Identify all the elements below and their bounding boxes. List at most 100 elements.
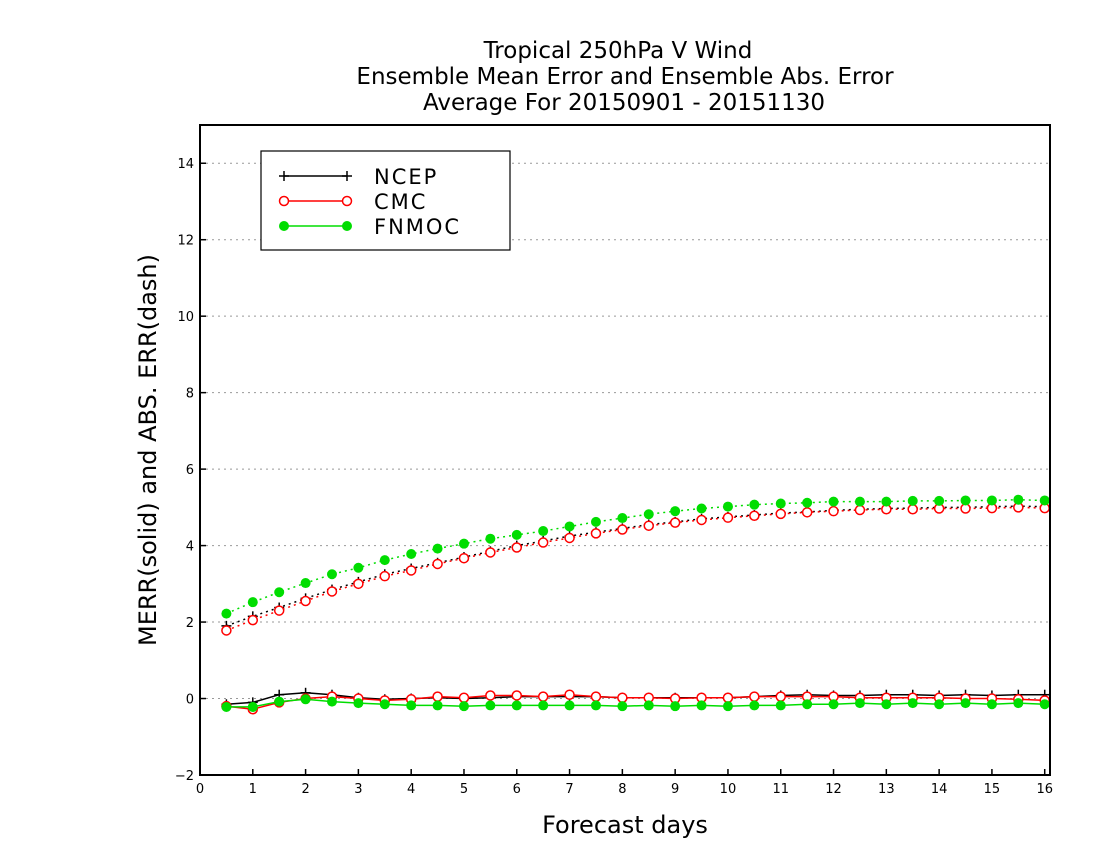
x-tick-label: 12 xyxy=(825,782,842,797)
cmc-abs-err-point xyxy=(247,614,259,626)
cmc-merr-point xyxy=(775,691,786,702)
cmc-abs-err-point xyxy=(590,528,602,539)
y-tick-label: 2 xyxy=(186,616,194,631)
y-axis-label: MERR(solid) and ABS. ERR(dash) xyxy=(134,254,162,646)
fnmoc-abs-err-point xyxy=(960,495,971,506)
legend-marker-cmc xyxy=(341,195,353,207)
cmc-abs-err-point xyxy=(722,512,734,523)
fnmoc-abs-err-point xyxy=(564,521,575,532)
x-tick-label: 11 xyxy=(772,782,789,797)
cmc-abs-err-point xyxy=(617,524,628,535)
cmc-abs-err-point xyxy=(537,537,549,548)
cmc-merr-point xyxy=(511,690,523,701)
x-tick-label: 13 xyxy=(878,782,895,797)
fnmoc-merr-point xyxy=(300,694,311,705)
fnmoc-merr-point xyxy=(590,700,601,711)
fnmoc-merr-point xyxy=(353,698,364,709)
cmc-abs-err-line xyxy=(226,506,1045,632)
ncep-abs-err-line xyxy=(226,505,1045,627)
chart-title: Tropical 250hPa V Wind Ensemble Mean Err… xyxy=(356,38,894,116)
legend-marker-fnmoc xyxy=(342,221,352,231)
x-tick-label: 5 xyxy=(460,782,468,797)
fnmoc-merr-point xyxy=(960,698,971,709)
x-tick-label: 14 xyxy=(931,782,948,797)
fnmoc-abs-err-point xyxy=(775,498,786,509)
plot-frame xyxy=(199,124,1051,776)
fnmoc-abs-err-point xyxy=(511,529,522,540)
fnmoc-merr-point xyxy=(617,701,628,712)
cmc-merr-point xyxy=(537,691,549,702)
x-tick-label: 1 xyxy=(249,782,257,797)
fnmoc-merr-point xyxy=(854,698,865,709)
cmc-merr-point xyxy=(749,691,760,702)
y-tick-label: 8 xyxy=(186,387,194,402)
cmc-merr-point xyxy=(617,692,628,704)
cmc-abs-err-point xyxy=(801,507,813,518)
y-tick-label: −2 xyxy=(175,769,194,784)
fnmoc-merr-point xyxy=(274,696,285,707)
cmc-abs-err-point xyxy=(749,510,760,522)
cmc-abs-err-point xyxy=(326,586,338,597)
fnmoc-abs-err-point xyxy=(538,526,549,537)
cmc-abs-err-point xyxy=(432,558,443,570)
cmc-merr-point xyxy=(485,690,496,701)
legend-label-fnmoc: FNMOC xyxy=(374,215,461,239)
cmc-abs-err-point xyxy=(907,504,918,515)
fnmoc-abs-err-point xyxy=(432,543,443,554)
cmc-merr-point xyxy=(590,691,602,702)
fnmoc-abs-err-point xyxy=(643,509,654,520)
x-tick-label: 16 xyxy=(1036,782,1053,797)
cmc-merr-point xyxy=(722,692,734,704)
x-tick-label: 3 xyxy=(354,782,362,797)
fnmoc-merr-point xyxy=(643,700,654,711)
legend-marker-ncep xyxy=(342,171,352,181)
fnmoc-merr-point xyxy=(749,700,760,711)
legend-marker-ncep xyxy=(279,171,289,181)
fnmoc-abs-err-point xyxy=(353,562,364,573)
fnmoc-abs-err-point xyxy=(907,495,918,506)
fnmoc-abs-err-point xyxy=(590,516,601,527)
cmc-merr-point xyxy=(564,689,575,700)
title-line-1: Tropical 250hPa V Wind xyxy=(483,38,753,64)
x-tick-label: 15 xyxy=(984,782,1001,797)
cmc-abs-err-point xyxy=(405,565,417,576)
fnmoc-merr-point xyxy=(485,700,496,711)
fnmoc-merr-point xyxy=(406,700,417,711)
fnmoc-abs-err-point xyxy=(696,503,707,514)
cmc-abs-err-point xyxy=(775,508,786,520)
fnmoc-abs-err-point xyxy=(749,499,760,510)
fnmoc-abs-err-point xyxy=(221,608,232,619)
fnmoc-abs-err-point xyxy=(326,569,337,580)
fnmoc-abs-err-point xyxy=(1013,494,1024,505)
fnmoc-abs-err-point xyxy=(458,538,469,549)
fnmoc-merr-point xyxy=(907,698,918,709)
cmc-abs-err-point xyxy=(221,625,232,636)
fnmoc-merr-point xyxy=(247,701,258,712)
cmc-abs-err-point xyxy=(379,570,391,582)
cmc-abs-err-point xyxy=(828,505,839,517)
fnmoc-abs-err-point xyxy=(274,587,285,598)
fnmoc-merr-point xyxy=(564,700,575,711)
cmc-abs-err-point xyxy=(564,532,575,544)
fnmoc-abs-err-point xyxy=(379,555,390,566)
fnmoc-abs-err-point xyxy=(247,597,258,608)
series-ncep xyxy=(221,501,1050,710)
fnmoc-abs-err-point xyxy=(300,578,311,589)
fnmoc-merr-point xyxy=(828,699,839,710)
fnmoc-merr-point xyxy=(696,700,707,711)
cmc-abs-err-point xyxy=(854,504,866,516)
cmc-abs-err-point xyxy=(669,517,681,528)
fnmoc-merr-point xyxy=(802,699,813,710)
fnmoc-abs-err-point xyxy=(1039,495,1050,506)
series-fnmoc xyxy=(221,494,1050,712)
y-tick-label: 12 xyxy=(177,234,194,249)
fnmoc-merr-point xyxy=(670,701,681,712)
x-axis-label: Forecast days xyxy=(542,811,708,839)
fnmoc-merr-point xyxy=(1013,698,1024,709)
fnmoc-abs-err-point xyxy=(881,496,892,507)
cmc-abs-err-point xyxy=(485,547,496,558)
fnmoc-merr-point xyxy=(432,700,443,711)
cmc-abs-err-point xyxy=(300,595,311,607)
fnmoc-abs-err-point xyxy=(670,506,681,517)
